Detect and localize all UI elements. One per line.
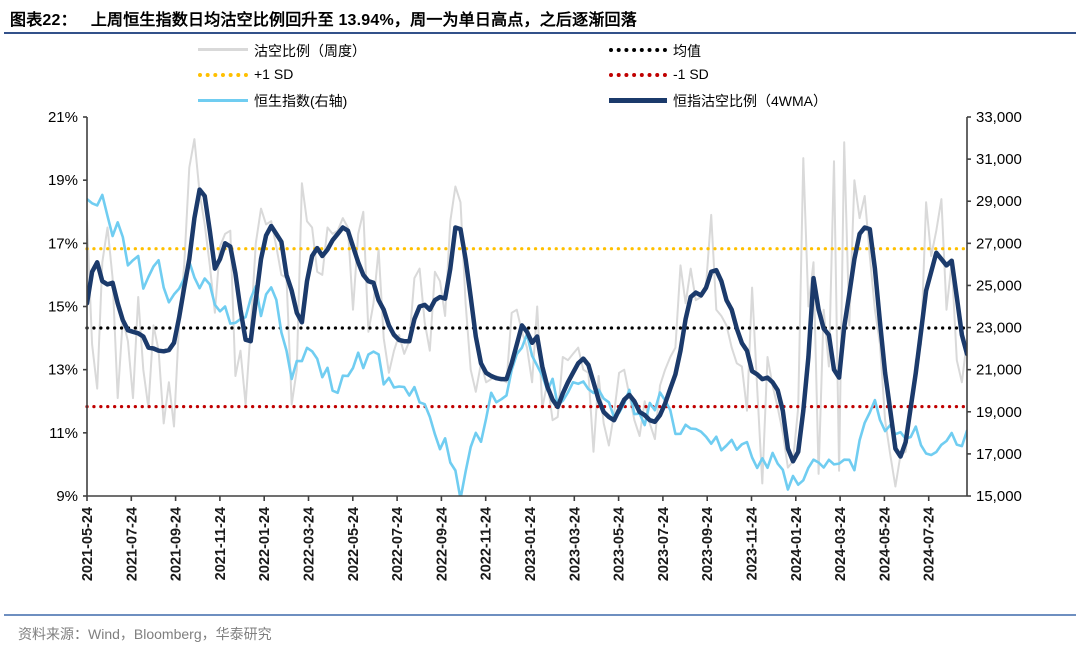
legend-label: 恒指沽空比例（4WMA） — [673, 93, 827, 109]
x-tick-label: 2022-05-24 — [346, 507, 362, 581]
legend-label: 均值 — [673, 43, 701, 59]
x-tick-label: 2022-07-24 — [390, 507, 406, 581]
y-left-tick-label: 19% — [48, 172, 78, 189]
x-tick-label: 2022-03-24 — [302, 507, 318, 581]
minus1sd-dotted-swatch — [609, 73, 667, 77]
x-tick-label: 2022-09-24 — [434, 507, 450, 581]
y-left-tick-label: 15% — [48, 299, 78, 316]
y-left-tick-label: 21% — [48, 109, 78, 126]
y-left-tick-label: 17% — [48, 235, 78, 252]
x-tick-label: 2024-07-24 — [922, 507, 938, 581]
x-tick-label: 2021-07-24 — [124, 507, 140, 581]
x-tick-label: 2024-05-24 — [877, 507, 893, 581]
x-tick-label: 2021-05-24 — [80, 507, 96, 581]
x-tick-label: 2023-07-24 — [656, 507, 672, 581]
y-left-tick-label: 9% — [56, 488, 78, 505]
weekly-ratio-line-swatch — [198, 48, 248, 51]
y-right-tick-label: 23,000 — [976, 320, 1022, 337]
y-right-tick-label: 31,000 — [976, 151, 1022, 168]
legend-label: -1 SD — [673, 66, 709, 82]
x-tick-label: 2022-11-24 — [479, 507, 495, 580]
legend-label: +1 SD — [254, 66, 294, 82]
y-right-tick-label: 19,000 — [976, 404, 1022, 421]
y-right-tick-label: 15,000 — [976, 488, 1022, 505]
x-tick-label: 2023-09-24 — [700, 507, 716, 581]
y-right-tick-label: 21,000 — [976, 362, 1022, 379]
wma-line-swatch — [609, 98, 667, 103]
chart-title: 图表22： 上周恒生指数日均沽空比例回升至 13.94%，周一为单日高点，之后逐渐… — [10, 6, 637, 30]
data-source: 资料来源：Wind，Bloomberg，华泰研究 — [18, 626, 272, 642]
y-left-tick-label: 11% — [49, 425, 78, 442]
title-divider — [4, 32, 1076, 34]
x-tick-label: 2023-11-24 — [745, 507, 761, 580]
x-tick-label: 2024-03-24 — [833, 507, 849, 581]
x-tick-label: 2023-03-24 — [567, 507, 583, 581]
y-right-tick-label: 27,000 — [976, 235, 1022, 252]
y-right-tick-label: 33,000 — [976, 109, 1022, 126]
mean-dotted-swatch — [609, 48, 667, 52]
x-tick-label: 2021-09-24 — [169, 507, 185, 581]
plus1sd-dotted-swatch — [198, 73, 248, 77]
short-selling-ratio-chart: 21% 19% 17% 15% 13% 11% 9% 33,000 31,000 29,000 27… — [48, 109, 1022, 581]
x-tick-label: 2021-11-24 — [213, 507, 229, 580]
x-tick-label: 2024-01-24 — [789, 507, 805, 581]
y-right-tick-label: 17,000 — [976, 446, 1022, 463]
series-沽空比例（周度） — [87, 138, 967, 488]
chart-title-text: 上周恒生指数日均沽空比例回升至 13.94%，周一为单日高点，之后逐渐回落 — [90, 12, 637, 29]
legend-label: 沽空比例（周度） — [254, 43, 366, 59]
series-恒指沽空比例（4WMA） — [87, 187, 967, 464]
legend-label: 恒生指数(右轴) — [254, 93, 348, 109]
y-right-tick-label: 29,000 — [976, 193, 1022, 210]
y-left-tick-label: 13% — [48, 362, 78, 379]
x-tick-label: 2023-05-24 — [612, 507, 628, 581]
hsi-line-swatch — [198, 99, 248, 102]
chart-number: 图表22： — [10, 12, 77, 29]
y-right-tick-label: 25,000 — [976, 277, 1022, 294]
x-tick-label: 2023-01-24 — [523, 507, 539, 581]
footer-divider — [4, 614, 1076, 616]
x-tick-label: 2022-01-24 — [257, 507, 273, 581]
